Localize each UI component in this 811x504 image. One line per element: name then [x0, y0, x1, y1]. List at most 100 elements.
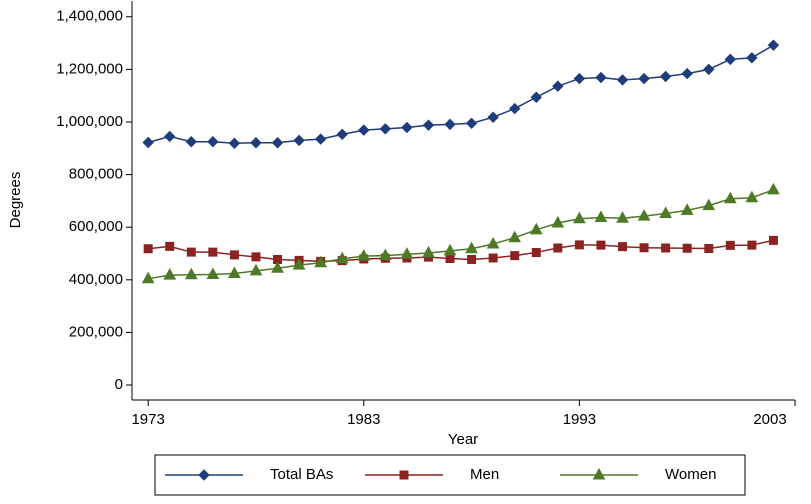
y-tick-label: 1,000,000 [56, 113, 123, 130]
data-point [638, 72, 650, 85]
data-point [271, 137, 284, 149]
data-point [659, 206, 672, 219]
legend-box [154, 454, 746, 496]
data-point [661, 243, 671, 253]
legend-label: Total BAs [270, 466, 333, 483]
data-point [401, 121, 413, 134]
data-point [271, 261, 284, 273]
x-tick-label: 1993 [563, 411, 596, 428]
series-line [148, 239, 774, 263]
series-line [148, 189, 774, 280]
data-point [616, 74, 629, 86]
data-point [551, 215, 565, 228]
data-point [746, 52, 758, 64]
data-point [465, 117, 478, 130]
data-point [228, 137, 241, 150]
data-point [444, 118, 456, 131]
data-point [508, 230, 522, 243]
data-point [293, 134, 305, 147]
data-point [639, 243, 649, 253]
data-point [143, 244, 153, 254]
x-tick-label: 1983 [347, 411, 380, 428]
data-point [335, 251, 349, 264]
data-point [249, 263, 263, 276]
data-point [616, 211, 629, 223]
data-point [206, 267, 220, 280]
y-tick-label: 1,200,000 [56, 60, 123, 77]
data-point [530, 91, 542, 103]
data-point [681, 67, 693, 80]
data-point [573, 211, 586, 224]
x-tick-label: 2003 [753, 411, 786, 428]
data-point [724, 53, 737, 66]
data-point [659, 70, 672, 83]
data-point [165, 241, 175, 251]
data-point [207, 136, 219, 148]
data-point [723, 191, 737, 204]
data-point [531, 247, 541, 257]
legend-marker [592, 467, 606, 480]
data-point [141, 271, 155, 284]
data-point [594, 210, 608, 222]
data-point [185, 136, 197, 148]
data-point [314, 255, 328, 268]
data-point [747, 240, 757, 250]
series-line [147, 44, 774, 145]
data-point [422, 119, 435, 131]
data-point [400, 247, 414, 259]
data-point [767, 39, 780, 51]
data-point [745, 190, 759, 203]
data-point [637, 209, 651, 221]
data-point [208, 247, 218, 257]
data-point [292, 258, 306, 270]
data-point [443, 243, 457, 256]
data-point [704, 244, 714, 254]
legend-label: Women [665, 466, 716, 483]
data-point [703, 63, 715, 76]
data-point [336, 128, 348, 141]
data-point [768, 235, 778, 245]
data-point [595, 71, 607, 84]
data-point [725, 240, 735, 250]
data-point [618, 242, 628, 252]
x-tick-label: 1973 [131, 411, 164, 428]
data-point [465, 241, 478, 254]
data-point [422, 245, 435, 258]
y-tick-label: 200,000 [69, 323, 123, 340]
data-point [467, 255, 477, 265]
x-axis-label: Year [448, 431, 478, 448]
data-point [357, 249, 371, 261]
data-point [378, 248, 392, 261]
data-point [767, 182, 780, 195]
data-point [186, 247, 196, 257]
data-point [273, 255, 283, 265]
data-point [445, 253, 455, 263]
data-point [680, 203, 694, 215]
data-point [529, 222, 543, 235]
y-tick-label: 0 [115, 376, 123, 393]
data-point [164, 130, 176, 143]
data-point [358, 124, 370, 136]
y-tick-label: 600,000 [69, 218, 123, 235]
data-point [488, 253, 498, 263]
data-point [229, 250, 239, 260]
y-axis-label: Degrees [7, 172, 24, 229]
data-point [553, 243, 563, 253]
data-point [487, 111, 499, 123]
data-point [596, 240, 606, 250]
data-point [702, 198, 716, 211]
data-point [251, 252, 261, 262]
data-point [682, 243, 692, 253]
data-point [228, 266, 241, 278]
data-point [314, 133, 327, 145]
data-point [552, 80, 564, 92]
data-point [250, 137, 262, 149]
data-point [163, 268, 177, 280]
y-tick-label: 400,000 [69, 271, 123, 288]
data-point [142, 136, 154, 149]
data-point [184, 267, 198, 280]
y-tick-label: 800,000 [69, 166, 123, 183]
data-point [574, 240, 584, 250]
data-point [379, 123, 392, 135]
legend-marker [198, 469, 210, 481]
